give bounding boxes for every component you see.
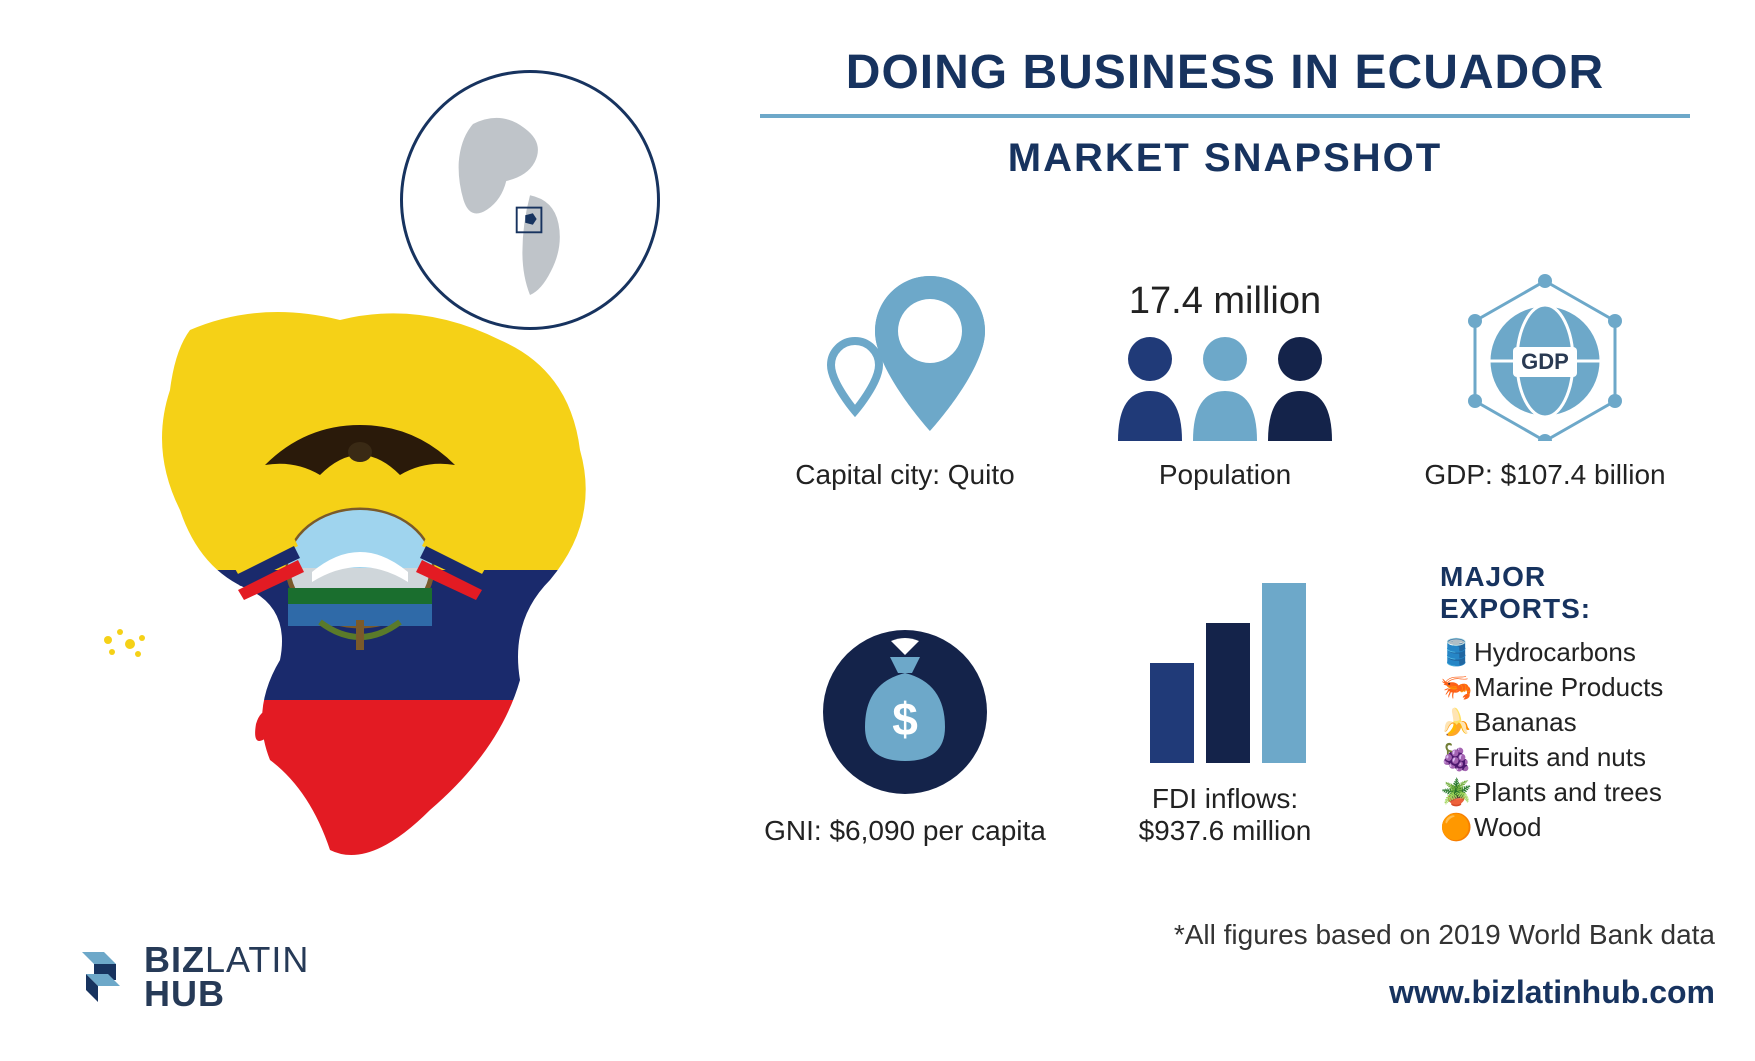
source-footnote: *All figures based on 2019 World Bank da… bbox=[1174, 919, 1715, 951]
export-item-label: Hydrocarbons bbox=[1474, 637, 1636, 668]
export-item-icon: 🍇 bbox=[1440, 742, 1474, 773]
money-bag-icon: $ bbox=[820, 627, 990, 797]
exports-title: MAJOR EXPORTS: bbox=[1440, 561, 1690, 625]
stat-fdi-label-1: FDI inflows: bbox=[1152, 783, 1298, 815]
infographic-subtitle: MARKET SNAPSHOT bbox=[760, 136, 1690, 181]
americas-silhouette-icon bbox=[435, 105, 625, 295]
export-item-icon: 🦐 bbox=[1440, 672, 1474, 703]
export-item: 🍇Fruits and nuts bbox=[1440, 742, 1663, 773]
stat-gni: $ GNI: $6,090 per capita bbox=[760, 561, 1050, 847]
infographic-title: DOING BUSINESS IN ECUADOR bbox=[760, 45, 1690, 100]
export-item-icon: 🪴 bbox=[1440, 777, 1474, 808]
left-column bbox=[60, 50, 700, 930]
brand-logo: BIZLATIN HUB bbox=[70, 943, 309, 1011]
people-icon bbox=[1110, 331, 1340, 441]
stat-population-label: Population bbox=[1159, 459, 1291, 491]
stats-grid: Capital city: Quito 17.4 million Populat… bbox=[760, 241, 1690, 847]
stat-gni-label: GNI: $6,090 per capita bbox=[764, 815, 1046, 847]
ecuador-flag-map bbox=[100, 290, 620, 890]
export-item: 🟠Wood bbox=[1440, 812, 1663, 843]
stat-population: 17.4 million Population bbox=[1080, 241, 1370, 491]
export-item-label: Bananas bbox=[1474, 707, 1577, 738]
export-item-icon: 🟠 bbox=[1440, 812, 1474, 843]
export-item: 🍌Bananas bbox=[1440, 707, 1663, 738]
gdp-globe-icon: GDP bbox=[1455, 271, 1635, 441]
exports-list: 🛢️Hydrocarbons🦐Marine Products🍌Bananas🍇F… bbox=[1440, 637, 1663, 847]
export-item-icon: 🛢️ bbox=[1440, 637, 1474, 668]
export-item-label: Marine Products bbox=[1474, 672, 1663, 703]
right-column: DOING BUSINESS IN ECUADOR MARKET SNAPSHO… bbox=[760, 45, 1690, 847]
export-item-label: Plants and trees bbox=[1474, 777, 1662, 808]
logo-part-hub: HUB bbox=[144, 973, 225, 1014]
export-item: 🦐Marine Products bbox=[1440, 672, 1663, 703]
stat-capital: Capital city: Quito bbox=[760, 241, 1050, 491]
website-url: www.bizlatinhub.com bbox=[1389, 974, 1715, 1011]
stat-exports: MAJOR EXPORTS: 🛢️Hydrocarbons🦐Marine Pro… bbox=[1400, 561, 1690, 847]
stat-fdi-label-2: $937.6 million bbox=[1139, 815, 1312, 847]
location-pin-icon bbox=[815, 271, 995, 441]
bar-chart-icon bbox=[1140, 595, 1310, 765]
stat-fdi: FDI inflows: $937.6 million bbox=[1080, 561, 1370, 847]
stat-gdp: GDP GDP: $107.4 billion bbox=[1400, 241, 1690, 491]
logo-text: BIZLATIN HUB bbox=[144, 943, 309, 1011]
export-item-label: Fruits and nuts bbox=[1474, 742, 1646, 773]
title-underline bbox=[760, 114, 1690, 118]
population-value: 17.4 million bbox=[1129, 280, 1321, 323]
gdp-badge-text: GDP bbox=[1521, 349, 1569, 374]
export-item: 🪴Plants and trees bbox=[1440, 777, 1663, 808]
logo-mark-icon bbox=[70, 946, 132, 1008]
stat-capital-label: Capital city: Quito bbox=[795, 459, 1014, 491]
export-item-icon: 🍌 bbox=[1440, 707, 1474, 738]
stat-gdp-label: GDP: $107.4 billion bbox=[1424, 459, 1665, 491]
export-item: 🛢️Hydrocarbons bbox=[1440, 637, 1663, 668]
export-item-label: Wood bbox=[1474, 812, 1541, 843]
svg-text:$: $ bbox=[892, 693, 918, 745]
